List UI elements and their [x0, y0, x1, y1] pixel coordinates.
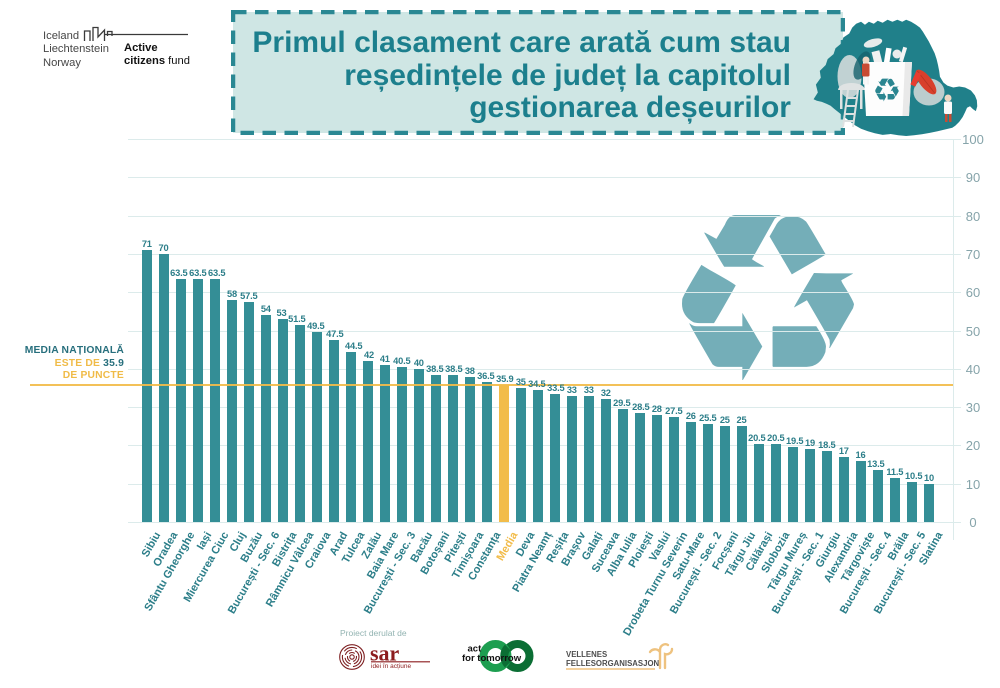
svg-text:act: act: [468, 644, 483, 655]
svg-text:idei în acțiune: idei în acțiune: [371, 663, 411, 670]
svg-text:VELLENES: VELLENES: [566, 650, 607, 659]
svg-text:FELLESORGANISASJON: FELLESORGANISASJON: [566, 659, 660, 668]
svg-text:for tomorrow: for tomorrow: [462, 653, 522, 664]
